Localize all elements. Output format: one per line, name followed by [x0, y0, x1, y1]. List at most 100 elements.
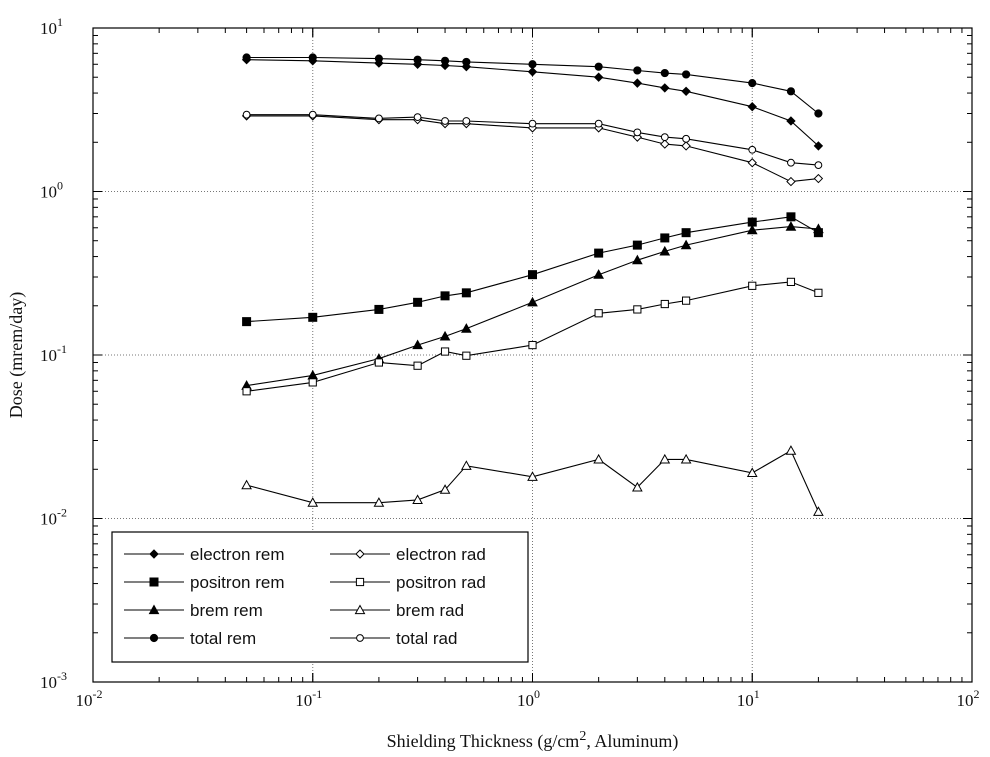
data-point-total-rem: [681, 70, 691, 79]
data-point-positron-rad: [748, 281, 757, 290]
legend-item-total-rad: total rad: [330, 629, 457, 648]
data-point-electron-rem: [681, 86, 691, 97]
data-point-positron-rad: [814, 288, 823, 297]
data-point-total-rem: [462, 57, 471, 67]
y-tick-label: 10-2: [40, 506, 67, 529]
y-tick-label: 100: [40, 179, 63, 202]
data-point-total-rem: [374, 54, 384, 63]
data-point-brem-rad: [659, 453, 671, 464]
data-point-electron-rad: [786, 176, 796, 187]
data-point-brem-rad: [460, 460, 472, 470]
legend-marker-total-rad: [356, 634, 364, 642]
data-point-total-rem: [594, 62, 603, 71]
data-point-positron-rem: [681, 228, 691, 238]
data-point-positron-rem: [528, 270, 537, 280]
data-point-total-rem: [308, 53, 317, 62]
data-point-brem-rem: [680, 239, 692, 250]
data-point-positron-rad: [374, 358, 384, 367]
data-point-total-rad: [441, 117, 449, 125]
legend-label: brem rem: [190, 601, 263, 620]
series-layer: [241, 53, 824, 516]
data-point-total-rem: [413, 55, 422, 64]
data-point-brem-rad: [307, 497, 319, 507]
data-point-total-rad: [814, 161, 823, 170]
data-point-brem-rem: [527, 296, 538, 307]
data-point-total-rad: [375, 114, 383, 123]
series-brem-rem: [241, 221, 824, 390]
legend-marker-positron-rad: [355, 577, 365, 587]
data-point-total-rem: [786, 87, 796, 96]
data-point-positron-rad: [633, 305, 642, 314]
y-tick-label: 101: [40, 15, 63, 38]
data-point-total-rad: [462, 117, 471, 125]
data-point-electron-rem: [632, 78, 643, 88]
data-point-brem-rem: [813, 223, 824, 234]
data-point-electron-rem: [461, 61, 472, 72]
legend-label: total rem: [190, 629, 256, 648]
series-line-positron-rad: [246, 281, 819, 392]
series-electron-rem: [241, 54, 824, 151]
data-point-positron-rad: [462, 351, 471, 360]
legend-label: brem rad: [396, 601, 464, 620]
x-tick-label: 102: [957, 687, 980, 710]
legend-marker-electron-rem: [149, 549, 159, 559]
data-point-positron-rem: [308, 312, 318, 322]
data-point-total-rem: [814, 109, 823, 118]
legend-item-brem-rad: brem rad: [330, 601, 464, 620]
data-point-total-rem: [242, 53, 251, 62]
data-point-total-rad: [413, 113, 422, 122]
data-point-total-rad: [308, 110, 317, 119]
legend-label: positron rad: [396, 573, 486, 592]
data-point-total-rem: [633, 66, 642, 75]
axis-ticks: [92, 27, 973, 683]
data-point-positron-rem: [413, 297, 423, 307]
series-line-brem-rem: [246, 226, 819, 387]
y-tick-label: 10-1: [40, 342, 67, 365]
x-tick-label: 101: [737, 687, 760, 710]
data-point-positron-rad: [440, 347, 450, 356]
legend-marker-brem-rad: [354, 604, 366, 615]
y-tick-label: 10-3: [40, 669, 67, 692]
tick-labels: 10-2 10-1 100 101 102 10-3 10-2 10-1 100 101: [40, 15, 980, 710]
legend-marker-positron-rem: [149, 577, 159, 587]
data-point-brem-rad: [746, 467, 758, 478]
data-point-electron-rad: [681, 141, 691, 151]
data-point-electron-rem: [593, 72, 604, 82]
data-point-brem-rad: [412, 494, 423, 504]
legend: electron rem positron rem brem rem total re…: [111, 531, 529, 663]
data-point-positron-rad: [308, 378, 317, 387]
legend-marker-brem-rem: [148, 604, 160, 615]
data-point-electron-rad: [660, 139, 670, 149]
data-point-total-rem: [660, 68, 669, 78]
data-point-electron-rem: [527, 67, 538, 77]
data-point-brem-rad: [527, 471, 538, 481]
legend-item-positron-rad: positron rad: [330, 573, 486, 592]
data-point-positron-rad: [660, 299, 669, 309]
data-point-positron-rem: [242, 317, 252, 327]
data-point-positron-rad: [594, 309, 603, 318]
series-total-rad: [242, 110, 823, 170]
data-point-brem-rad: [373, 497, 385, 507]
series-positron-rem: [242, 212, 823, 327]
data-point-brem-rem: [785, 221, 797, 231]
data-point-total-rad: [528, 119, 537, 128]
data-point-total-rem: [528, 60, 537, 69]
data-point-total-rad: [660, 133, 669, 142]
data-point-positron-rem: [632, 240, 642, 250]
data-point-total-rem: [440, 56, 450, 65]
legend-label: electron rem: [190, 545, 284, 564]
legend-marker-total-rem: [149, 633, 159, 643]
x-tick-label: 10-2: [76, 687, 103, 710]
data-point-total-rad: [242, 110, 251, 119]
data-point-positron-rad: [413, 361, 422, 370]
x-axis-title: Shielding Thickness (g/cm2, Aluminum): [387, 729, 679, 752]
legend-item-positron-rem: positron rem: [124, 573, 284, 592]
legend-label: electron rad: [396, 545, 486, 564]
data-point-total-rem: [748, 79, 757, 88]
data-point-brem-rad: [241, 479, 252, 490]
data-point-total-rad: [682, 134, 690, 143]
data-point-positron-rem: [374, 304, 384, 314]
data-point-positron-rad: [528, 340, 537, 350]
data-point-brem-rad: [439, 484, 451, 494]
